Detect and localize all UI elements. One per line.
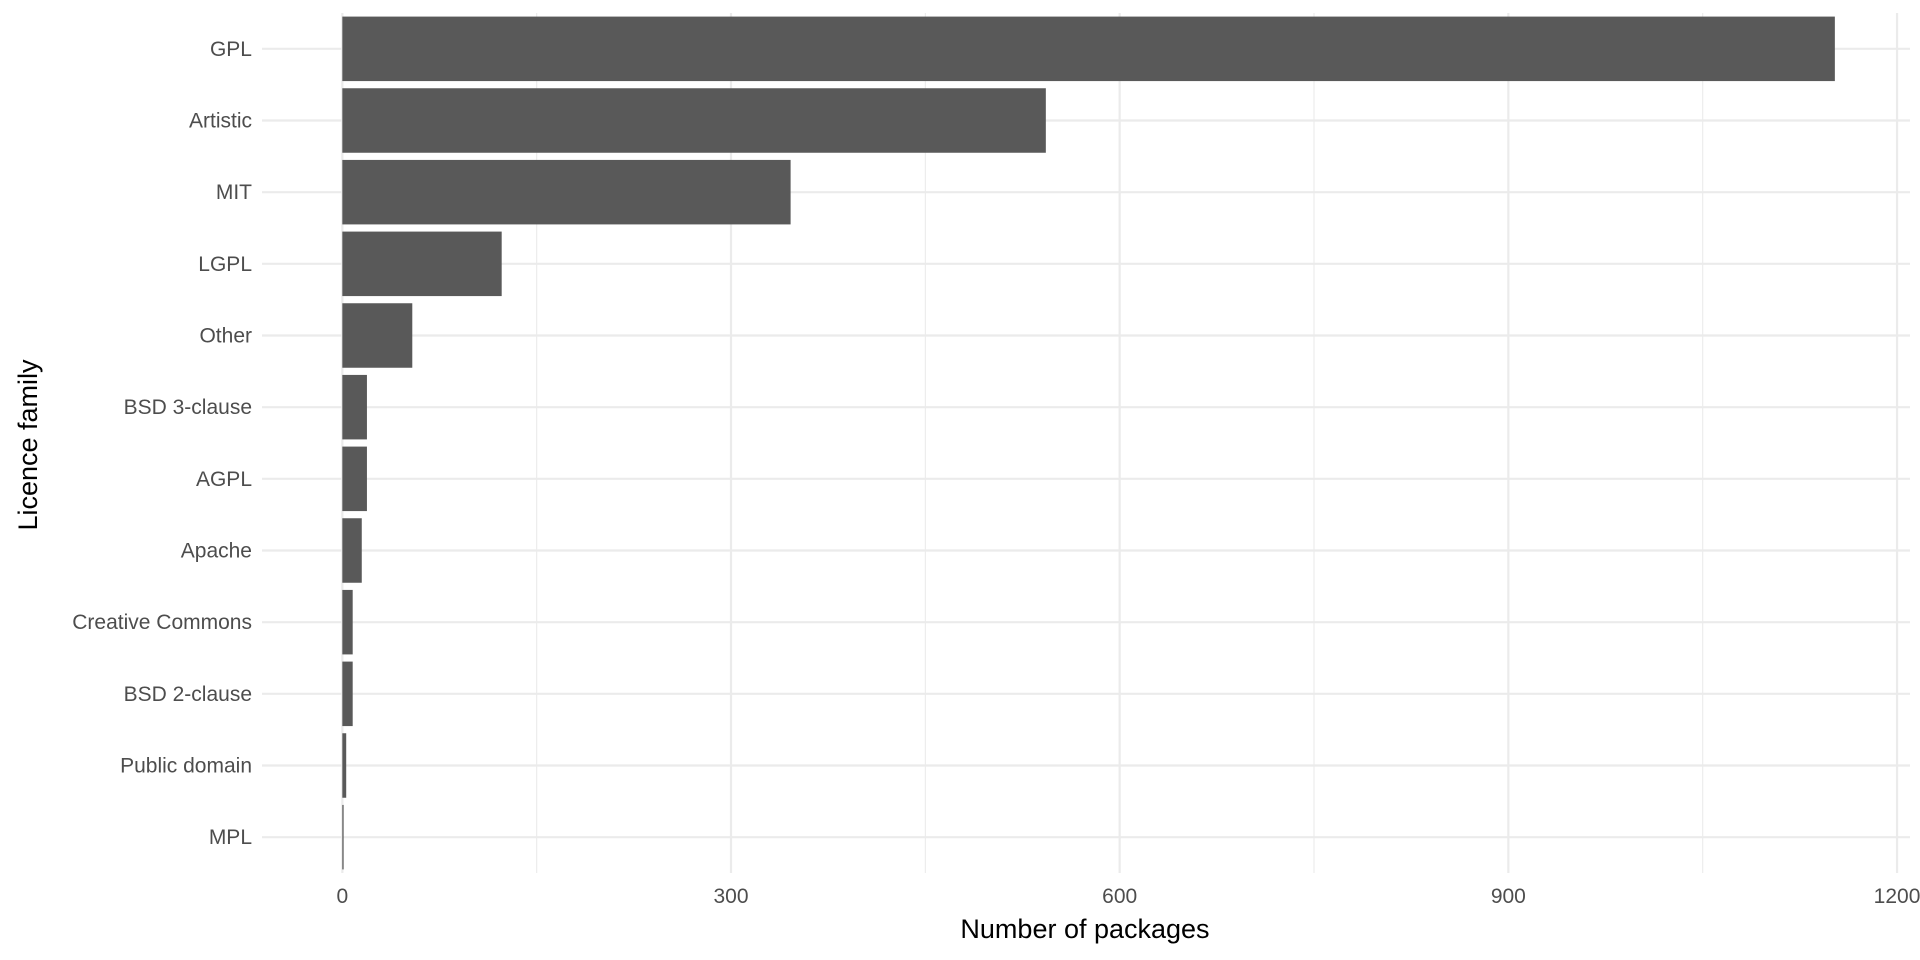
y-axis-title: Licence family (13, 359, 43, 531)
y-tick-label: Other (199, 325, 252, 348)
y-tick-label: GPL (210, 38, 252, 61)
y-tick-label: MIT (216, 181, 252, 204)
bar-mpl (342, 804, 344, 870)
bar-gpl (342, 16, 1835, 82)
y-tick-label: Creative Commons (72, 611, 252, 634)
x-tick-label: 0 (336, 885, 348, 908)
y-tick-label: LGPL (198, 253, 252, 276)
y-axis-ticks: GPL Artistic MIT LGPL Other BSD 3-clause AGPL A… (72, 38, 252, 849)
y-tick-label: Public domain (120, 755, 252, 778)
bar-bsd-2-clause (342, 661, 353, 727)
y-tick-label: MPL (209, 826, 252, 849)
x-axis-ticks: 0 300 600 900 1200 (336, 885, 1920, 908)
y-tick-label: BSD 3-clause (124, 396, 252, 419)
y-tick-label: Artistic (189, 110, 252, 133)
x-tick-label: 900 (1491, 885, 1526, 908)
y-tick-label: Apache (181, 540, 252, 563)
bar-other (342, 303, 413, 368)
x-tick-label: 1200 (1874, 885, 1920, 908)
bar-agpl (342, 446, 367, 512)
bar-creative-commons (342, 589, 353, 655)
x-tick-label: 600 (1102, 885, 1137, 908)
bar-apache (342, 518, 362, 583)
bar-public-domain (342, 733, 347, 798)
y-tick-label: BSD 2-clause (124, 683, 252, 706)
x-axis-title: Number of packages (960, 914, 1209, 944)
x-tick-label: 300 (713, 885, 748, 908)
bar-bsd-3-clause (342, 374, 367, 440)
bar-lgpl (342, 231, 502, 297)
y-tick-label: AGPL (196, 468, 252, 491)
bar-artistic (342, 88, 1046, 153)
bars (342, 16, 1835, 870)
bar-mit (342, 159, 791, 225)
